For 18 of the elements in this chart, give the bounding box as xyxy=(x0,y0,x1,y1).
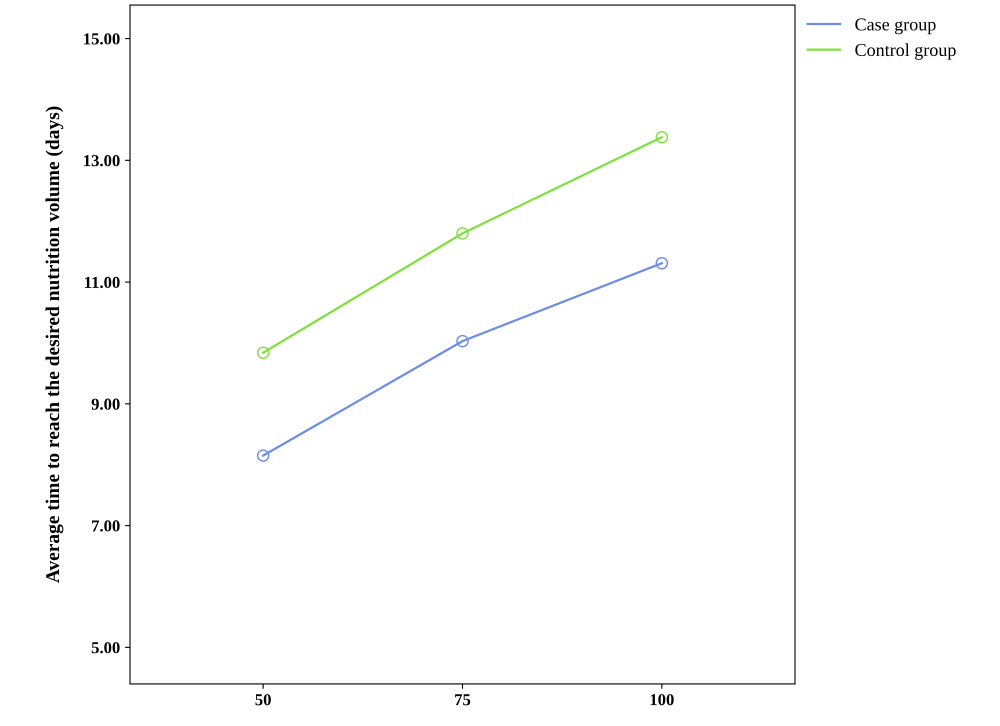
x-tick-label: 75 xyxy=(455,694,470,706)
y-tick-label: 5.00 xyxy=(92,642,120,654)
y-tick-label: 9.00 xyxy=(92,398,120,410)
legend-label: Control group xyxy=(855,43,956,60)
y-tick-label: 15.00 xyxy=(84,33,120,45)
y-axis-title: Average time to reach the desired nutrition volume (days) xyxy=(46,106,64,584)
point xyxy=(256,449,270,462)
x-tick-label: 100 xyxy=(650,694,674,706)
legend-label: Case group xyxy=(855,18,936,34)
point xyxy=(456,334,469,348)
y-tick-label: 13.00 xyxy=(84,155,120,166)
y-tick-label: 7.00 xyxy=(92,520,120,532)
x-tick-label: 50 xyxy=(255,694,271,706)
point xyxy=(656,130,668,144)
point xyxy=(256,346,270,359)
y-tick-label: 11.00 xyxy=(85,276,120,288)
point xyxy=(656,256,668,270)
point xyxy=(456,227,469,240)
